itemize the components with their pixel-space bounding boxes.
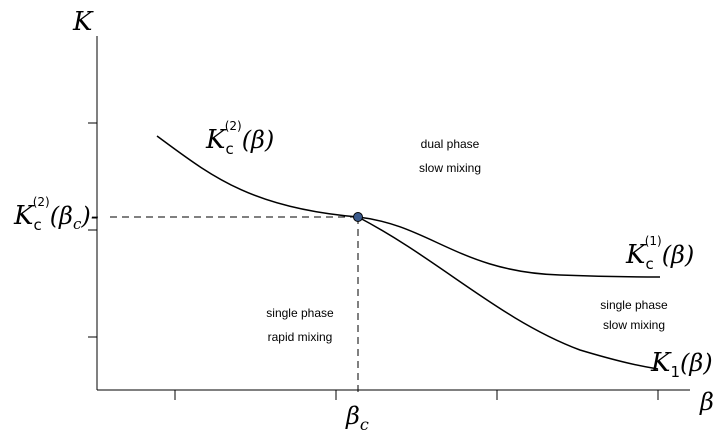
y-axis-label: K bbox=[72, 7, 94, 37]
region-single-rapid-line2: rapid mixing bbox=[268, 330, 333, 344]
beta-c-label: βc bbox=[345, 402, 369, 431]
x-axis-label: β bbox=[699, 388, 714, 416]
kc2-curve-label: Kc(2)(β) bbox=[205, 119, 274, 158]
region-single-slow-line1: single phase bbox=[600, 298, 668, 312]
curve-k1 bbox=[357, 216, 659, 370]
region-single-slow-line2: slow mixing bbox=[603, 318, 665, 332]
region-dual-slow-line1: dual phase bbox=[421, 137, 480, 151]
region-dual-slow-line2: slow mixing bbox=[419, 161, 481, 175]
curve-kc2 bbox=[156, 135, 359, 218]
kc2-betac-label: Kc(2)(βc)- bbox=[13, 195, 99, 234]
curve-kc1 bbox=[357, 216, 661, 278]
k1-curve-label: K1(β) bbox=[650, 348, 713, 381]
region-single-rapid-line1: single phase bbox=[266, 306, 334, 320]
kc1-curve-label: Kc(1)(β) bbox=[625, 234, 694, 273]
critical-point bbox=[353, 212, 363, 222]
